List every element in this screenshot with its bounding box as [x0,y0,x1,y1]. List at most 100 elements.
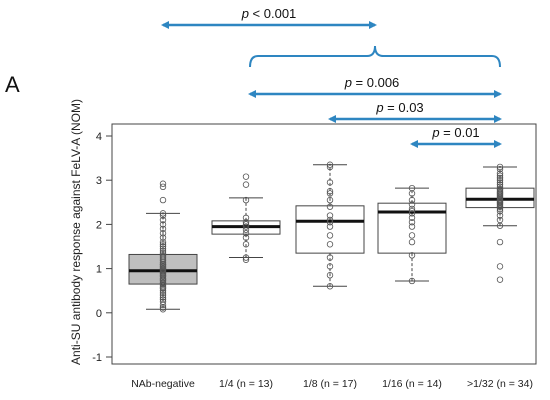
y-axis-title: Anti-SU antibody response against FeLV-A… [69,99,83,365]
data-point-0-36 [159,245,167,252]
y-tick-label-4: 3 [96,175,102,187]
data-point-3-7 [408,210,416,217]
data-point-0-46 [159,210,167,217]
data-point-4-24 [496,185,504,193]
data-point-0-38 [159,241,167,248]
data-point-2-14 [326,163,334,171]
data-point-0-4 [159,296,167,303]
data-point-3-9 [408,205,416,213]
data-point-2-0 [326,283,334,290]
data-point-0-47 [159,196,167,204]
data-point-4-31 [496,170,504,177]
data-point-3-0 [408,277,416,285]
data-point-0-6 [159,291,167,299]
data-point-3-8 [408,207,416,215]
data-point-0-37 [159,243,167,250]
data-point-4-0 [496,276,504,283]
box-group [128,164,535,310]
comparison-label-4: p = 0.01 [431,125,479,140]
x-category-label-0: NAb-negative [131,378,195,390]
data-point-4-4 [496,216,504,224]
comparison-label-1: p < 0.001 [241,6,297,21]
data-point-2-16 [326,218,334,226]
data-point-0-41 [159,230,167,237]
data-point-4-26 [496,181,504,188]
data-point-0-45 [159,212,167,219]
data-point-2-3 [326,254,334,261]
data-point-1-2 [242,241,250,248]
data-point-0-34 [159,249,167,257]
data-point-0-33 [159,252,167,259]
data-point-4-28 [496,176,504,184]
panel-label: A [5,72,20,97]
data-point-1-8 [242,218,250,226]
data-point-3-6 [408,214,416,221]
data-point-2-4 [326,241,334,248]
data-point-4-2 [496,238,504,246]
data-point-0-48 [159,183,167,191]
data-point-4-1 [496,263,504,270]
data-point-0-44 [159,216,167,224]
data-point-0-43 [159,221,167,228]
data-point-2-11 [326,190,334,197]
data-point-1-4 [242,230,250,237]
data-point-1-11 [242,181,250,188]
data-point-1-6 [242,223,250,230]
data-point-1-3 [242,234,250,241]
data-point-1-9 [242,214,250,221]
x-category-label-3: 1/16 (n = 14) [382,378,442,390]
data-point-1-0 [242,256,250,263]
data-point-1-7 [242,221,250,228]
y-tick-label-3: 2 [96,219,102,231]
data-point-1-12 [242,173,250,180]
data-point-3-4 [408,223,416,230]
data-point-2-9 [326,203,334,210]
data-point-2-8 [326,212,334,219]
data-point-4-29 [496,174,504,182]
data-point-0-5 [159,294,167,301]
significance-annotations: p < 0.001 p = 0.006 p = 0.03 p = 0.01 [161,6,502,148]
category-labels: NAb-negative 1/4 (n = 13) 1/8 (n = 17) 1/16… [131,378,533,390]
data-point-3-5 [408,218,416,226]
data-point-0-42 [159,225,167,233]
data-point-0-49 [159,180,167,187]
data-point-2-15 [326,161,334,168]
data-point-0-13 [159,279,167,286]
data-point-4-32 [496,165,504,173]
data-point-2-5 [326,232,334,239]
data-point-2-12 [326,188,334,195]
data-point-4-33 [496,163,504,171]
data-point-3-2 [408,238,416,246]
data-point-3-3 [408,232,416,239]
x-category-label-1: 1/4 (n = 13) [219,378,273,390]
comparison-label-3: p = 0.03 [375,100,423,115]
data-point-2-10 [326,196,334,204]
plot-frame [111,123,537,365]
data-point-2-13 [326,179,334,186]
data-point-2-1 [326,272,334,279]
data-point-3-11 [408,196,416,204]
comparison-label-2: p = 0.006 [344,75,400,90]
data-point-0-3 [159,298,167,305]
data-point-0-39 [159,238,167,246]
data-point-0-32 [159,253,167,261]
y-tick-label-1: 0 [96,308,102,320]
y-tick-label-0: -1 [92,352,102,364]
data-point-4-27 [496,179,504,186]
data-point-3-1 [408,252,416,259]
data-point-0-10 [159,283,167,291]
data-point-2-7 [326,216,334,224]
x-category-label-4: >1/32 (n = 34) [467,378,533,390]
data-point-0-35 [159,247,167,255]
data-point-4-25 [496,183,504,191]
data-point-3-10 [408,201,416,208]
data-point-2-6 [326,223,334,230]
data-point-1-10 [242,196,250,204]
point-group [159,161,504,313]
data-point-0-0 [159,306,167,313]
data-point-2-2 [326,263,334,270]
y-tick-label-5: 4 [96,131,102,143]
y-axis: -1 0 1 2 3 4 [92,131,112,364]
group-bracket [249,45,501,68]
